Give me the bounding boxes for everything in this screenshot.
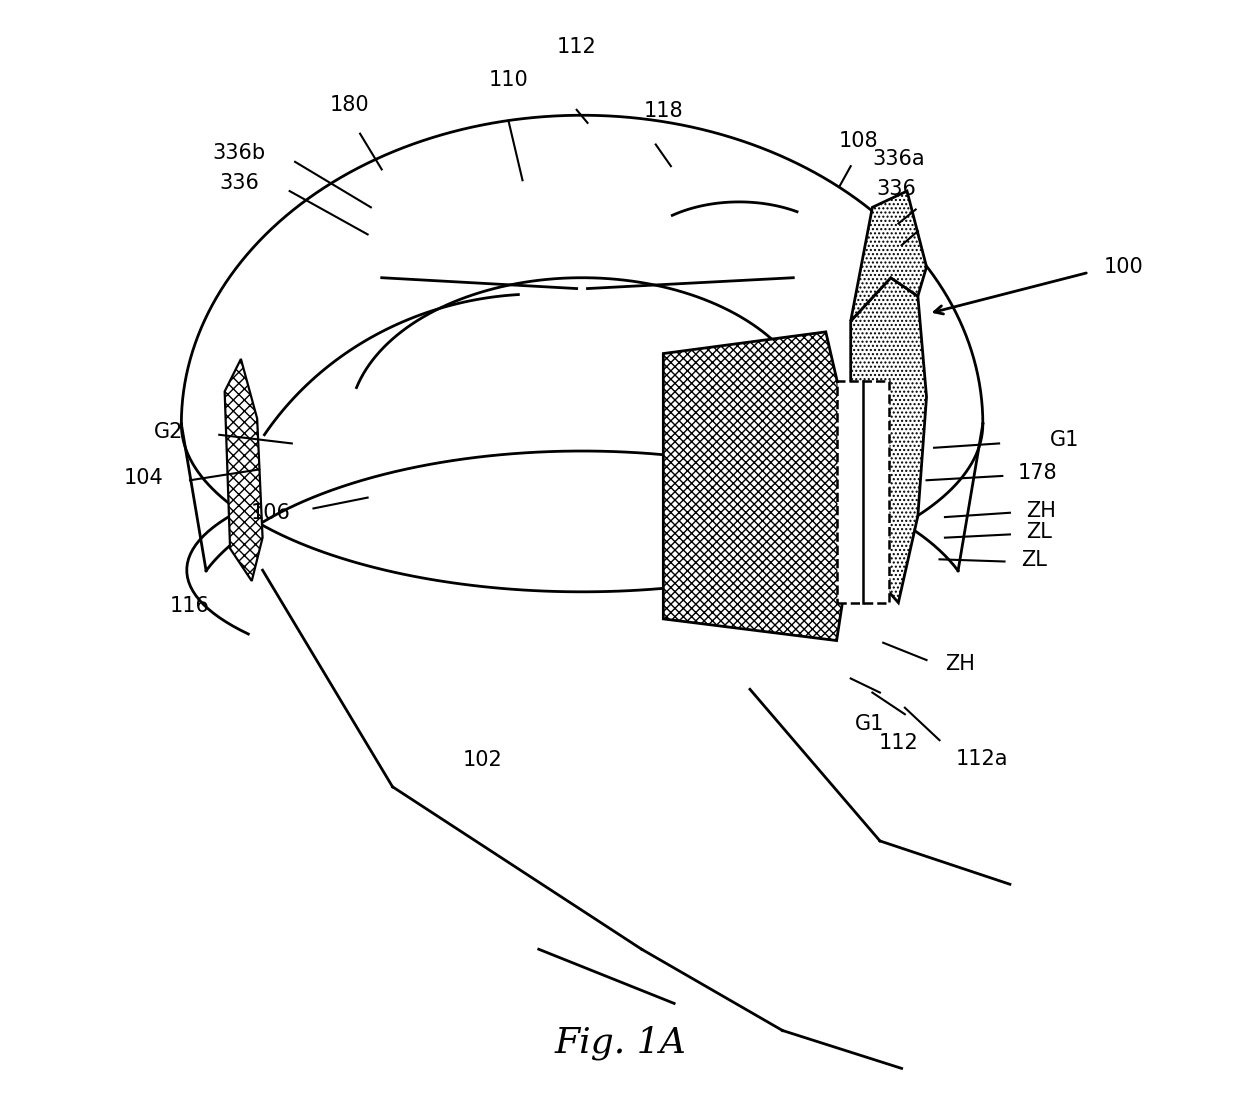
Polygon shape	[224, 359, 263, 581]
Polygon shape	[663, 332, 851, 641]
Text: 102: 102	[463, 749, 502, 770]
Text: 104: 104	[124, 468, 164, 488]
Text: 108: 108	[838, 131, 878, 151]
Text: 100: 100	[1104, 257, 1145, 276]
Text: 106: 106	[250, 502, 290, 523]
Text: 336b: 336b	[213, 144, 265, 163]
Text: 112a: 112a	[956, 749, 1008, 769]
Text: Fig. 1A: Fig. 1A	[554, 1026, 686, 1060]
Text: 178: 178	[1018, 463, 1058, 483]
Text: 112: 112	[557, 37, 596, 57]
Text: 110: 110	[489, 70, 528, 90]
Text: 116: 116	[170, 596, 210, 615]
Text: 336: 336	[219, 173, 259, 193]
Text: ZH: ZH	[1027, 500, 1056, 521]
Text: 180: 180	[330, 95, 370, 115]
Text: 336: 336	[877, 179, 916, 199]
Polygon shape	[851, 278, 926, 602]
Text: ZL: ZL	[1027, 522, 1052, 542]
Bar	[837, 381, 889, 602]
Text: G1: G1	[854, 714, 884, 734]
Text: G2: G2	[154, 421, 184, 441]
Text: ZL: ZL	[1021, 551, 1047, 570]
Text: G1: G1	[1050, 430, 1079, 450]
Text: 118: 118	[644, 101, 683, 121]
Text: 336a: 336a	[873, 149, 925, 169]
Text: 112: 112	[878, 733, 919, 753]
Text: ZH: ZH	[945, 655, 975, 675]
Polygon shape	[851, 191, 926, 321]
